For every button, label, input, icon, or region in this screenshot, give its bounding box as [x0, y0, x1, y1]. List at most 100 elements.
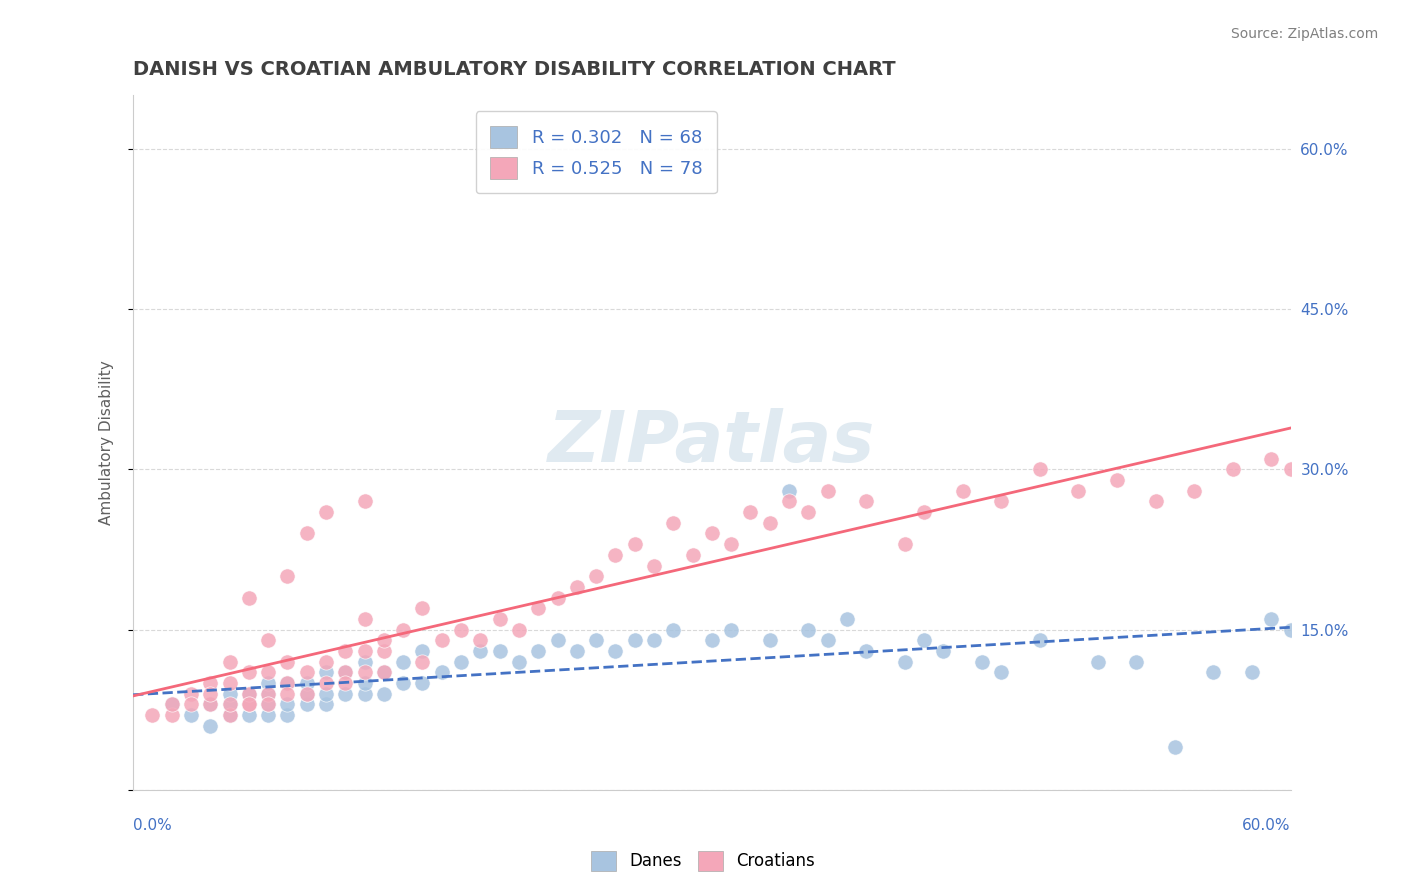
- Point: [758, 516, 780, 530]
- Point: [450, 655, 472, 669]
- Point: [315, 698, 337, 712]
- Point: [1202, 665, 1225, 680]
- Point: [373, 665, 395, 680]
- Text: ZIPatlas: ZIPatlas: [548, 409, 876, 477]
- Point: [218, 676, 240, 690]
- Point: [912, 633, 935, 648]
- Point: [238, 708, 260, 723]
- Point: [1087, 655, 1109, 669]
- Point: [470, 644, 492, 658]
- Point: [508, 655, 530, 669]
- Point: [932, 644, 955, 658]
- Point: [295, 665, 318, 680]
- Point: [353, 655, 375, 669]
- Point: [952, 483, 974, 498]
- Point: [257, 698, 280, 712]
- Text: Source: ZipAtlas.com: Source: ZipAtlas.com: [1230, 27, 1378, 41]
- Point: [238, 591, 260, 605]
- Point: [1279, 623, 1302, 637]
- Point: [411, 676, 433, 690]
- Point: [470, 633, 492, 648]
- Point: [835, 612, 858, 626]
- Point: [295, 676, 318, 690]
- Point: [200, 719, 222, 733]
- Point: [970, 655, 993, 669]
- Point: [218, 687, 240, 701]
- Point: [238, 687, 260, 701]
- Point: [1279, 462, 1302, 476]
- Point: [295, 526, 318, 541]
- Point: [894, 655, 917, 669]
- Point: [353, 612, 375, 626]
- Point: [720, 537, 742, 551]
- Point: [623, 537, 645, 551]
- Point: [315, 665, 337, 680]
- Point: [373, 687, 395, 701]
- Point: [508, 623, 530, 637]
- Text: 60.0%: 60.0%: [1241, 818, 1291, 833]
- Point: [353, 676, 375, 690]
- Point: [411, 601, 433, 615]
- Point: [778, 483, 800, 498]
- Point: [430, 665, 453, 680]
- Point: [392, 655, 415, 669]
- Point: [817, 483, 839, 498]
- Point: [585, 633, 607, 648]
- Point: [1260, 451, 1282, 466]
- Point: [315, 687, 337, 701]
- Point: [527, 601, 550, 615]
- Point: [257, 665, 280, 680]
- Point: [353, 644, 375, 658]
- Point: [257, 676, 280, 690]
- Point: [662, 516, 685, 530]
- Point: [430, 633, 453, 648]
- Y-axis label: Ambulatory Disability: Ambulatory Disability: [100, 360, 114, 525]
- Point: [912, 505, 935, 519]
- Point: [276, 655, 298, 669]
- Point: [335, 665, 357, 680]
- Point: [257, 687, 280, 701]
- Point: [160, 708, 183, 723]
- Point: [855, 644, 877, 658]
- Point: [643, 558, 665, 573]
- Point: [335, 687, 357, 701]
- Point: [238, 687, 260, 701]
- Point: [335, 644, 357, 658]
- Point: [894, 537, 917, 551]
- Point: [200, 698, 222, 712]
- Point: [720, 623, 742, 637]
- Point: [180, 687, 202, 701]
- Point: [160, 698, 183, 712]
- Point: [276, 708, 298, 723]
- Point: [643, 633, 665, 648]
- Point: [218, 698, 240, 712]
- Point: [257, 633, 280, 648]
- Point: [238, 698, 260, 712]
- Point: [257, 708, 280, 723]
- Point: [276, 569, 298, 583]
- Point: [160, 698, 183, 712]
- Point: [605, 548, 627, 562]
- Point: [218, 655, 240, 669]
- Point: [276, 676, 298, 690]
- Point: [527, 644, 550, 658]
- Point: [392, 623, 415, 637]
- Point: [373, 665, 395, 680]
- Legend: R = 0.302   N = 68, R = 0.525   N = 78: R = 0.302 N = 68, R = 0.525 N = 78: [475, 112, 717, 194]
- Point: [1029, 462, 1052, 476]
- Point: [295, 687, 318, 701]
- Point: [238, 665, 260, 680]
- Point: [1125, 655, 1147, 669]
- Point: [200, 687, 222, 701]
- Point: [662, 623, 685, 637]
- Point: [373, 644, 395, 658]
- Point: [257, 698, 280, 712]
- Point: [488, 612, 510, 626]
- Text: 0.0%: 0.0%: [134, 818, 172, 833]
- Point: [315, 655, 337, 669]
- Point: [315, 505, 337, 519]
- Point: [276, 687, 298, 701]
- Point: [700, 526, 723, 541]
- Point: [990, 665, 1012, 680]
- Point: [1164, 740, 1187, 755]
